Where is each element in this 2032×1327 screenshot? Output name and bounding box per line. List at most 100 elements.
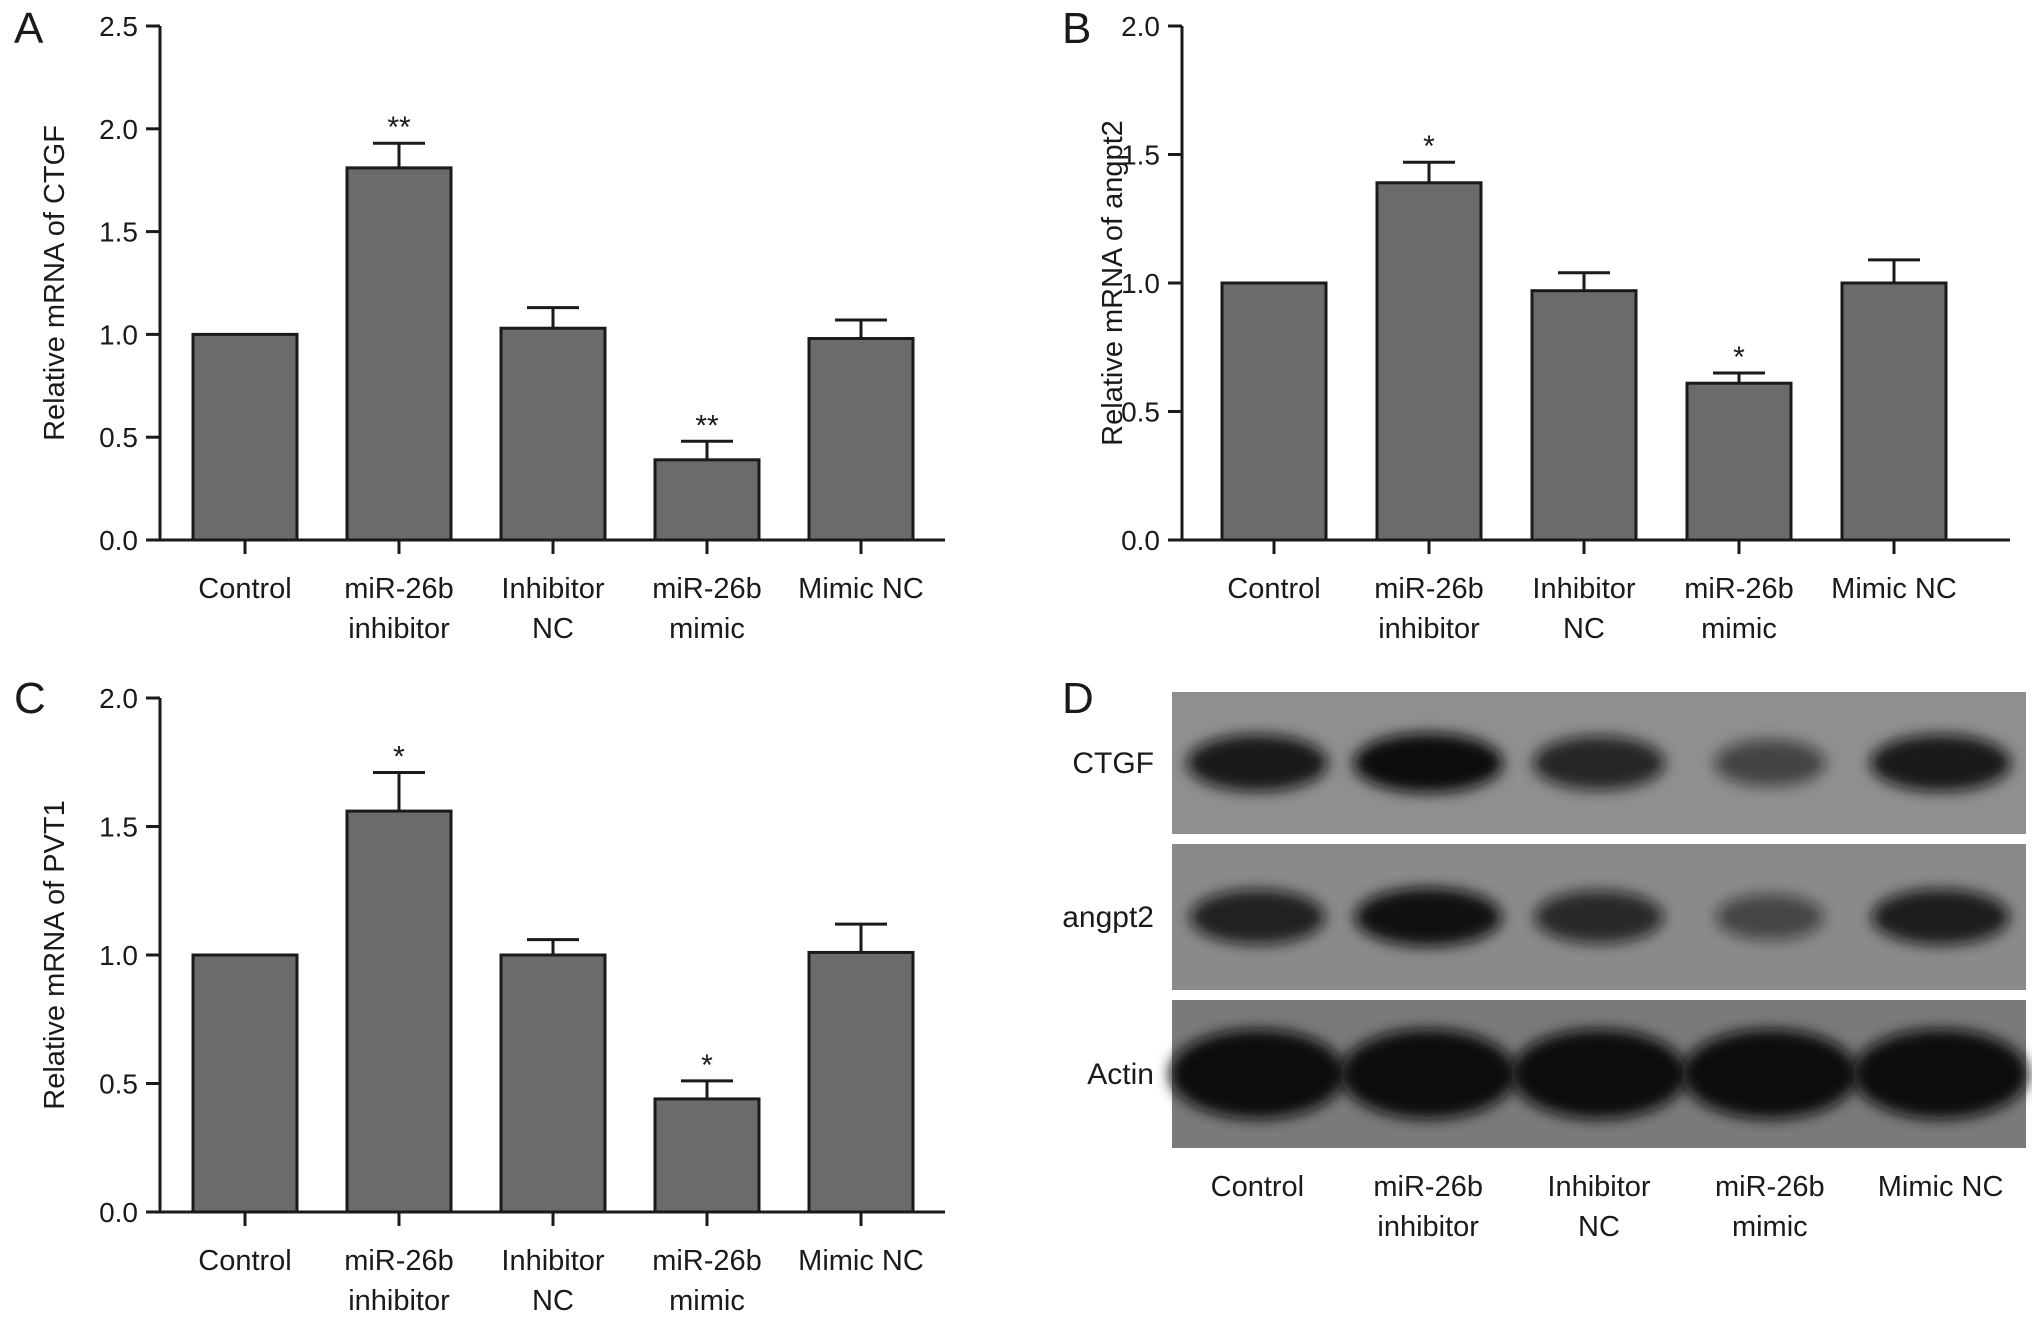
- y-tick-label: 1.0: [99, 319, 138, 350]
- y-tick-label: 0.5: [1121, 397, 1160, 428]
- significance-marker: **: [695, 409, 719, 442]
- y-tick-label: 1.5: [99, 812, 138, 843]
- x-tick-label: Control: [1227, 573, 1321, 605]
- bar: [807, 337, 915, 542]
- y-tick-label: 2.0: [99, 114, 138, 145]
- blot-band: [1870, 734, 2012, 792]
- bar: [191, 953, 299, 1214]
- x-tick-label: mimic: [1701, 613, 1777, 645]
- blot-lane-label: Control: [1211, 1171, 1305, 1203]
- bar-chart-angpt2: 0.0 0.5 1.0 1.5 2.0 Relative mRNA of angpt2 Co…: [1097, 11, 2010, 645]
- blot-band: [1169, 1029, 1346, 1119]
- blot-band: [1353, 733, 1504, 793]
- blot-row-label: CTGF: [1072, 747, 1154, 780]
- x-tick-label: inhibitor: [348, 613, 450, 645]
- x-tick-label: NC: [532, 613, 574, 645]
- bar: [653, 1097, 761, 1214]
- y-tick-label: 0.5: [99, 422, 138, 453]
- blot-band: [1715, 894, 1824, 940]
- x-tick-label: mimic: [669, 1285, 745, 1317]
- x-tick-label: Mimic NC: [798, 1245, 924, 1277]
- bar: [191, 332, 299, 542]
- panel-b: B 0.0 0.5 1.0 1.5 2.0 Relative mRNA of angpt2…: [1010, 0, 2032, 660]
- blot-band: [1533, 736, 1665, 790]
- x-tick-label: Inhibitor: [1532, 573, 1636, 605]
- western-blot: CTGF angpt2 Actin Control miR-26b inhibitor In…: [1062, 692, 2029, 1243]
- bar: [1685, 381, 1793, 542]
- y-tick-label: 2.5: [99, 11, 138, 42]
- y-tick-label: 0.0: [1121, 525, 1160, 556]
- bar: [499, 326, 607, 542]
- x-tick-label: NC: [532, 1285, 574, 1317]
- x-tick-label: miR-26b: [344, 1245, 454, 1277]
- blot-row-label: Actin: [1087, 1058, 1154, 1091]
- y-tick-label: 0.0: [99, 525, 138, 556]
- x-tick-label: Mimic NC: [1831, 573, 1957, 605]
- x-tick-label: miR-26b: [652, 573, 762, 605]
- y-tick-label: 0.0: [99, 1197, 138, 1228]
- x-tick-label: miR-26b: [1684, 573, 1794, 605]
- x-tick-label: miR-26b: [652, 1245, 762, 1277]
- blot-band: [1534, 890, 1664, 944]
- x-tick-label: inhibitor: [348, 1285, 450, 1317]
- bar-chart-pvt1: 0.0 0.5 1.0 1.5 2.0 Relative mRNA of PVT1 Cont…: [39, 683, 945, 1317]
- bar: [345, 166, 453, 542]
- blot-band: [1681, 1029, 1858, 1119]
- blot-lane-label: mimic: [1732, 1211, 1808, 1243]
- panel-label-c: C: [14, 674, 46, 723]
- significance-marker: *: [393, 741, 405, 774]
- x-tick-label: miR-26b: [344, 573, 454, 605]
- blot-band: [1852, 1029, 2029, 1119]
- panel-label-a: A: [14, 4, 44, 53]
- y-tick-label: 2.0: [1121, 11, 1160, 42]
- blot-lane-label: inhibitor: [1377, 1211, 1479, 1243]
- blot-lane-label: Mimic NC: [1878, 1171, 2004, 1203]
- bar: [1840, 281, 1948, 542]
- y-axis-label: Relative mRNA of PVT1: [39, 800, 71, 1109]
- x-tick-label: miR-26b: [1374, 573, 1484, 605]
- bar-chart-ctgf: 0.0 0.5 1.0 1.5 2.0 2.5 Relative mRNA of CTGF C…: [39, 11, 945, 645]
- bar: [653, 458, 761, 542]
- x-tick-label: inhibitor: [1378, 613, 1480, 645]
- y-tick-label: 0.5: [99, 1069, 138, 1100]
- blot-lane-label: miR-26b: [1373, 1171, 1483, 1203]
- bar: [499, 953, 607, 1214]
- blot-row-label: angpt2: [1062, 901, 1154, 934]
- x-tick-label: Mimic NC: [798, 573, 924, 605]
- blot-lane-label: Inhibitor: [1547, 1171, 1651, 1203]
- y-tick-label: 2.0: [99, 683, 138, 714]
- significance-marker: *: [701, 1049, 713, 1082]
- panel-d: D CTGF angpt2 Actin Control miR-26b inhibitor…: [1010, 662, 2032, 1322]
- significance-marker: *: [1423, 130, 1435, 163]
- bar: [1530, 289, 1638, 542]
- blot-band: [1714, 739, 1826, 787]
- x-tick-label: Control: [198, 573, 292, 605]
- y-tick-label: 1.5: [1121, 140, 1160, 171]
- y-axis-label: Relative mRNA of angpt2: [1097, 120, 1129, 446]
- panel-label-b: B: [1062, 4, 1092, 53]
- y-axis-label: Relative mRNA of CTGF: [39, 125, 71, 441]
- bar: [1375, 181, 1483, 542]
- blot-band: [1511, 1029, 1687, 1119]
- blot-band: [1871, 889, 2010, 945]
- y-tick-label: 1.0: [99, 940, 138, 971]
- blot-band: [1186, 734, 1328, 792]
- bar: [1220, 281, 1328, 542]
- panel-label-d: D: [1062, 674, 1094, 723]
- significance-marker: *: [1733, 341, 1745, 374]
- y-tick-label: 1.5: [99, 217, 138, 248]
- bar: [807, 950, 915, 1214]
- blot-band: [1189, 889, 1325, 945]
- panel-a: A 0.0 0.5 1.0 1.5 2.0 2.5 Relative mRNA of CTG…: [0, 0, 1010, 660]
- x-tick-label: Inhibitor: [501, 573, 605, 605]
- bar: [345, 809, 453, 1214]
- blot-band: [1354, 887, 1502, 947]
- blot-lane-label: NC: [1578, 1211, 1620, 1243]
- x-tick-label: Inhibitor: [501, 1245, 605, 1277]
- x-tick-label: NC: [1563, 613, 1605, 645]
- x-tick-label: mimic: [669, 613, 745, 645]
- x-tick-label: Control: [198, 1245, 292, 1277]
- y-tick-label: 1.0: [1121, 268, 1160, 299]
- blot-lane-label: miR-26b: [1715, 1171, 1825, 1203]
- blot-band: [1340, 1029, 1517, 1119]
